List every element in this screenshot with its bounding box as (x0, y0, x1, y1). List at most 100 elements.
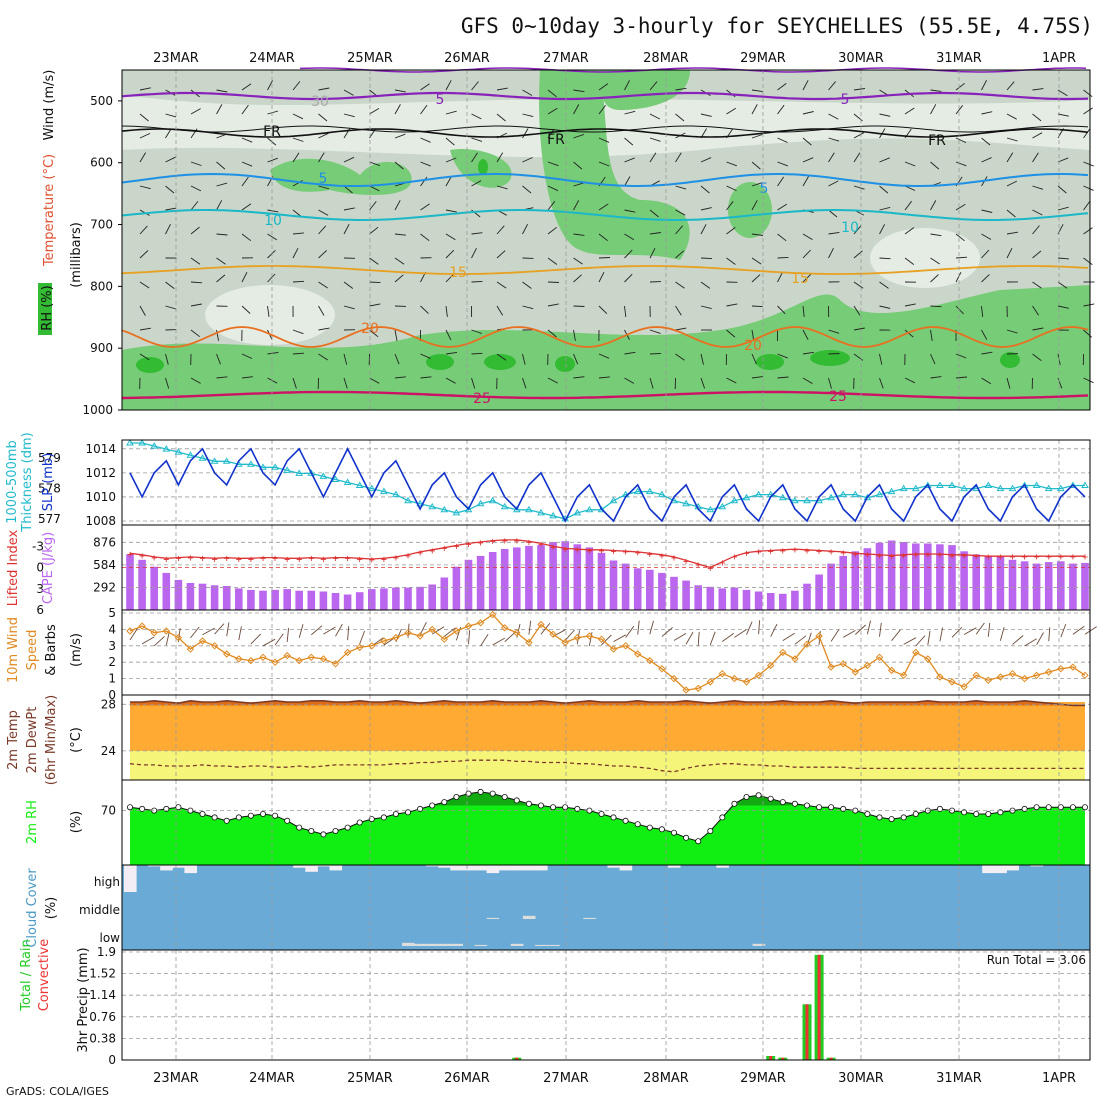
wind-barb (369, 303, 381, 307)
wind-barb (394, 329, 398, 341)
thickness-point (307, 469, 316, 476)
wind-barb (522, 128, 529, 139)
date-label-top-4: 27MAR (543, 51, 589, 66)
wind10-tick-label: 1 (108, 672, 116, 686)
wind-barb (496, 185, 508, 190)
wind-barb (165, 223, 171, 235)
wind10-speed-point (827, 663, 835, 671)
thickness-point (948, 481, 956, 488)
wind-barb (904, 329, 914, 338)
lifted-index-point: + (260, 554, 266, 565)
wind-barb (139, 353, 150, 361)
wind-barb (496, 152, 504, 163)
rh-90-area (756, 354, 784, 370)
rh-90-area (484, 354, 516, 370)
thickness-point (162, 445, 171, 452)
rh2m-point (707, 828, 714, 835)
wind-barb (318, 353, 328, 361)
wind-barb (318, 87, 330, 91)
cape-bar (827, 563, 835, 610)
wind10-barb (661, 627, 673, 637)
chart-title: GFS 0~10day 3-hourly for SEYCHELLES (55.… (461, 14, 1093, 38)
wind-barb (981, 377, 992, 385)
wind10-speed-point (174, 633, 183, 642)
precip-convective-bar (829, 1057, 833, 1060)
wind-barb (318, 132, 329, 139)
wind-barb (981, 157, 992, 163)
wind-barb (1032, 152, 1039, 163)
lifted-index-point: + (332, 554, 338, 565)
wind-barb (292, 81, 301, 91)
wind10-speed-point (331, 660, 340, 668)
wind10-speed-point (658, 665, 666, 673)
date-label-bottom-5: 28MAR (643, 1071, 689, 1086)
contour-label: 5 (319, 171, 328, 187)
lifted-index-point: + (792, 545, 798, 556)
wind-barb (1083, 303, 1095, 307)
wind-barb (598, 137, 610, 143)
lifted-index-point: + (780, 546, 786, 557)
wind10-speed-point (573, 633, 582, 642)
rh-90-area (136, 357, 164, 373)
wind-barb (1006, 209, 1016, 218)
isotherm-20 (121, 326, 1089, 348)
contour-label: 10 (264, 213, 282, 229)
wind-barb (547, 185, 559, 192)
wind-barb (751, 233, 763, 236)
wind-barb (598, 83, 609, 91)
cape-bar (561, 541, 569, 610)
wind-barb (420, 376, 432, 379)
wind-barb (522, 113, 534, 118)
date-label-top-3: 26MAR (444, 51, 490, 66)
wind-barb (904, 107, 915, 115)
cloud-cell-high (184, 865, 197, 874)
wind-barb (445, 249, 455, 259)
contour-label: 5 (760, 181, 769, 197)
rh2m-point (1069, 804, 1076, 811)
lifted-index-point: + (1009, 552, 1015, 563)
rh-90-area (1000, 352, 1020, 368)
wind-barb (649, 352, 662, 355)
wind-barb (573, 274, 582, 283)
thickness-point (960, 484, 968, 492)
wind-barb (751, 161, 761, 170)
wind10-speed-point (1044, 668, 1053, 676)
wind10-barb (262, 638, 276, 647)
wind-barb (879, 224, 885, 235)
thickness-tick-label: 578 (38, 482, 61, 496)
wind10-speed-point (815, 632, 823, 640)
wind-barb (241, 161, 253, 167)
wind-barb (853, 327, 865, 331)
thickness-point (658, 490, 666, 498)
thickness-point (367, 484, 376, 492)
wind-barb (981, 274, 990, 283)
wind-barb (598, 203, 609, 211)
rh2m-point (525, 800, 532, 807)
wind-barb (369, 161, 381, 167)
wind-barb (777, 203, 788, 211)
lifted-index-point: + (804, 546, 810, 557)
cape-bar (259, 590, 267, 610)
slp-tick-label: 1008 (85, 514, 116, 528)
wind-barb (292, 232, 304, 235)
wind10-barb (625, 625, 635, 638)
wind-barb (930, 274, 939, 283)
wind10-barb (1048, 627, 1051, 642)
thickness-point (138, 439, 146, 446)
wind10-barb (903, 637, 917, 645)
wind10-barb (685, 631, 694, 645)
wind10-speed-point (1032, 671, 1041, 680)
slp-tick-label: 1010 (85, 490, 116, 504)
lifted-index-point: + (961, 551, 967, 562)
wind-barb (930, 89, 942, 92)
wind-barb (726, 185, 737, 192)
wind-barb (751, 257, 762, 265)
precip-convective-bar (515, 1057, 519, 1060)
cloud-cell-high (1006, 865, 1019, 871)
wind-barb (828, 137, 840, 142)
wind-barb (726, 303, 738, 307)
cloud-cell-high (438, 865, 451, 868)
wind-barb (165, 281, 175, 289)
cloud-cell-low (752, 943, 766, 946)
rh2m-point (610, 814, 617, 821)
